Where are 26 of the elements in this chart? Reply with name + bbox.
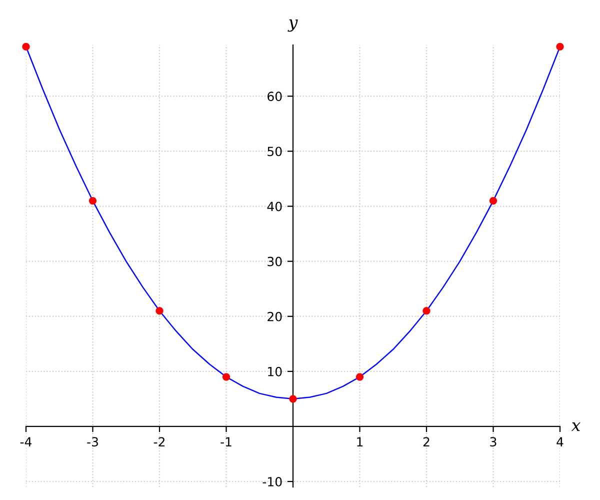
x-tick-label: -4 [20, 437, 32, 446]
x-tick-label: -3 [87, 437, 98, 447]
x-tick-label: -1 [220, 437, 232, 446]
point [222, 373, 230, 381]
point [489, 196, 498, 205]
point [156, 307, 164, 315]
y-tick-label: 60 [268, 92, 282, 102]
point [22, 42, 30, 50]
y-tick-label: 20 [268, 312, 282, 322]
point [356, 373, 364, 381]
y-tick-label: 30 [268, 256, 282, 266]
point [289, 395, 297, 403]
y-tick-label: -10 [262, 476, 282, 486]
y-tick-label: 10 [268, 366, 282, 376]
x-axis-title: x [571, 422, 580, 432]
point [422, 307, 430, 315]
x-tick-label: 3 [490, 437, 496, 447]
x-tick-label: 4 [556, 437, 564, 446]
y-tick-label: 40 [267, 202, 282, 212]
x-tick-label: -2 [154, 437, 164, 446]
point [88, 196, 97, 205]
y-axis-title: y [288, 19, 298, 32]
x-tick-label: 1 [357, 437, 363, 446]
y-tick-label: 50 [268, 146, 282, 156]
point [556, 42, 564, 50]
x-tick-label: 2 [423, 437, 430, 446]
